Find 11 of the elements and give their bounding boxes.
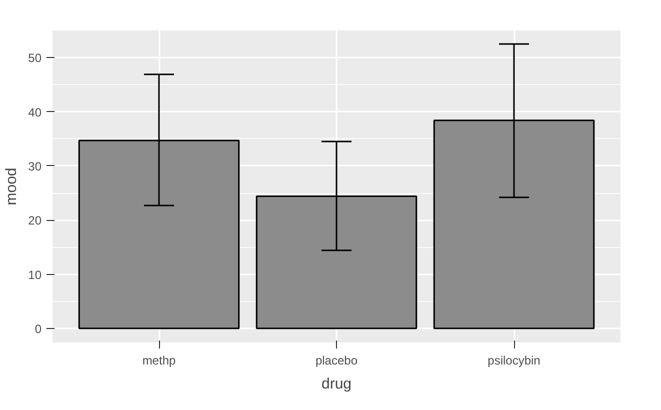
y-tick-label: 0 <box>34 322 42 336</box>
x-tick-label: psilocybin <box>488 354 540 368</box>
y-tick-label: 30 <box>28 159 42 174</box>
y-tick-label: 20 <box>28 214 42 228</box>
y-tick-label: 10 <box>28 268 42 282</box>
y-tick-label: 40 <box>28 105 42 120</box>
y-tick-label: 50 <box>28 51 42 66</box>
x-tick-label: methp <box>142 354 176 368</box>
x-tick-label: placebo <box>315 354 358 368</box>
x-axis-title: drug <box>321 376 352 392</box>
y-axis-title: mood <box>3 168 20 206</box>
